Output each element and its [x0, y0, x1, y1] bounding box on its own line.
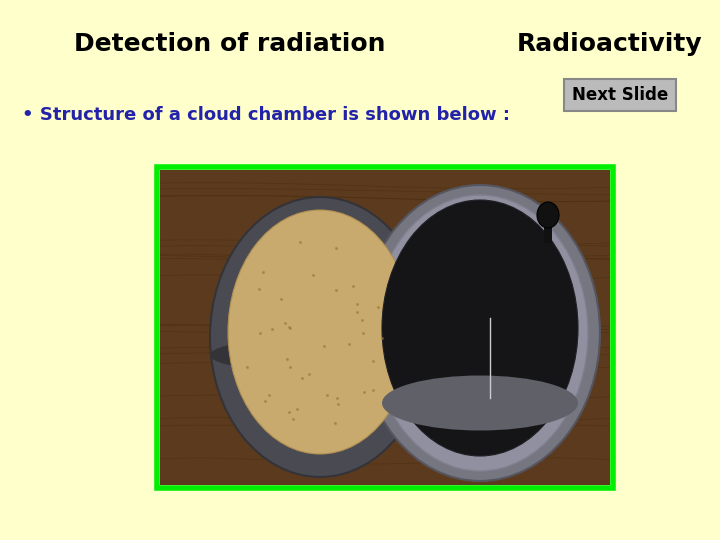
Ellipse shape [382, 375, 578, 430]
Ellipse shape [382, 200, 578, 456]
Ellipse shape [210, 337, 430, 373]
Ellipse shape [210, 197, 430, 477]
Ellipse shape [360, 185, 600, 481]
Bar [544, 227, 552, 243]
FancyBboxPatch shape [564, 79, 676, 111]
Bar [157, 167, 613, 488]
Text: Radioactivity: Radioactivity [517, 32, 703, 56]
Text: • Structure of a cloud chamber is shown below :: • Structure of a cloud chamber is shown … [22, 106, 510, 124]
Text: Detection of radiation: Detection of radiation [74, 32, 386, 56]
Ellipse shape [228, 210, 412, 454]
Text: Next Slide: Next Slide [572, 86, 668, 104]
Ellipse shape [372, 195, 588, 471]
Ellipse shape [537, 202, 559, 228]
